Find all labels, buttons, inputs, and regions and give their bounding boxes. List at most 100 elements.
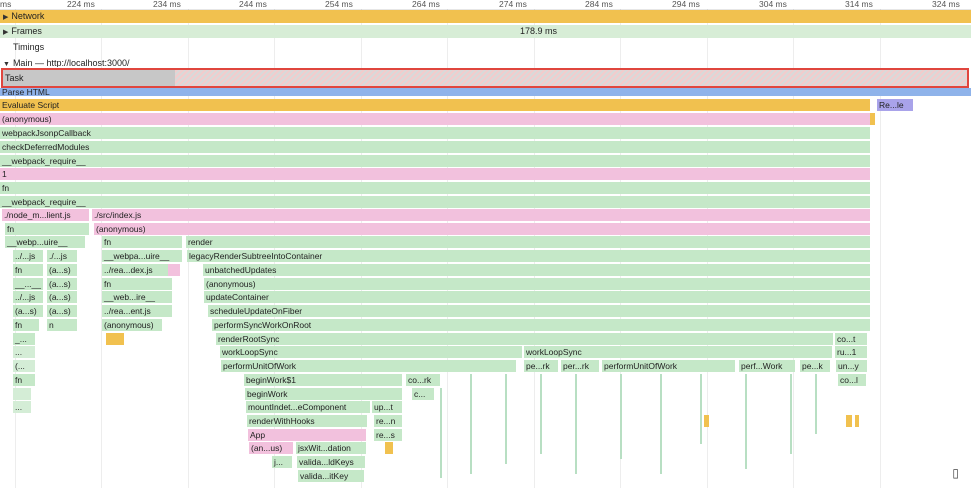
grid-line [361,9,362,488]
flame-c[interactable]: c... [412,388,434,400]
flame-small-yellow-5[interactable] [846,415,852,427]
flame-begin-work-2[interactable]: beginWork [245,388,402,400]
flame-perrk[interactable]: per...rk [561,360,599,372]
flame-small-yellow[interactable] [870,113,875,125]
flame-js-2[interactable]: ./...js [47,250,77,262]
flame-res[interactable]: re...s [374,429,402,441]
flame-render-root[interactable]: renderRootSync [216,333,833,345]
flame-dots-1[interactable]: __...__ [13,278,43,290]
flame-rea-dex[interactable]: ../rea...dex.js [102,264,168,276]
expand-triangle-icon[interactable]: ▶ [3,14,9,21]
flame-js-1[interactable]: ../...js [13,250,43,262]
flame-anonymous-3[interactable]: (anonymous) [204,278,870,290]
timings-label: Timings [13,42,45,52]
task-duration-fill [3,70,175,86]
flame-n[interactable]: n [47,319,77,331]
flame-stack-block[interactable] [13,388,31,400]
flame-begin-work-1[interactable]: beginWork$1 [244,374,402,386]
flame-uny[interactable]: un...y [836,360,867,372]
expand-triangle-icon[interactable]: ▶ [3,29,9,36]
flame-small-yellow-3[interactable] [385,442,393,454]
timings-track[interactable]: Timings [0,41,971,54]
flame-webpack-require-2[interactable]: __webpack_require__ [0,196,870,208]
flame-anonymous[interactable]: (anonymous) [0,113,870,125]
flame-as-2[interactable]: (a...s) [47,278,77,290]
flame-render[interactable]: render [186,236,870,248]
frames-track-label[interactable]: ▶ Frames [3,25,42,39]
flame-small-a[interactable]: _... [13,333,35,345]
main-track[interactable]: ▼ Main — http://localhost:3000/ [0,57,971,67]
main-track-label[interactable]: ▼ Main — http://localhost:3000/ [3,57,130,67]
flame-mount-indet[interactable]: mountIndet...eComponent [246,401,370,413]
ruler-tick: 234 ms [153,0,181,9]
flame-legacy-render[interactable]: legacyRenderSubtreeIntoContainer [187,250,870,262]
flame-dots-3[interactable]: ... [13,401,31,413]
flame-valid-1[interactable]: valida...ldKeys [297,456,365,468]
flame-js-3[interactable]: ../...js [13,291,43,303]
flame-rele[interactable]: Re...le [877,99,913,111]
flame-fn-2[interactable]: fn [5,223,89,235]
flame-webp-uire[interactable]: __webp...uire__ [5,236,85,248]
flame-stripe [505,374,507,464]
flame-webpa-uire[interactable]: __webpa...uire__ [102,250,182,262]
flame-as-4[interactable]: (a...s) [13,305,43,317]
flame-pek[interactable]: pe...k [800,360,830,372]
flame-unbatched[interactable]: unbatchedUpdates [203,264,870,276]
flame-small-yellow-4[interactable] [704,415,709,427]
task-bar-selected[interactable]: Task [1,68,969,88]
flame-evaluate-script[interactable]: Evaluate Script [0,99,870,111]
collapse-triangle-icon[interactable]: ▼ [3,61,10,67]
flame-j[interactable]: j... [272,456,292,468]
ruler-tick: 284 ms [585,0,613,9]
flame-anonymous-4[interactable]: (anonymous) [102,319,162,331]
flame-work-loop[interactable]: workLoopSync [220,346,522,358]
flame-ren[interactable]: re...n [374,415,402,427]
frames-track[interactable]: ▶ Frames 178.9 ms [0,25,971,38]
flame-fn[interactable]: fn [0,182,870,194]
flame-dots-2[interactable]: ... [13,346,35,358]
flame-small-yellow-6[interactable] [855,415,859,427]
flame-rea-ent[interactable]: ../rea...ent.js [102,305,172,317]
flame-app[interactable]: App [248,429,366,441]
flame-as-3[interactable]: (a...s) [47,291,77,303]
flame-small-pink[interactable] [168,264,180,276]
flame-as-5[interactable]: (a...s) [47,305,77,317]
flame-perform-unit-2[interactable]: performUnitOfWork [602,360,735,372]
flame-fn-4[interactable]: fn [13,264,43,276]
network-track[interactable]: ▶ Network [0,10,971,23]
flame-perform-unit[interactable]: performUnitOfWork [221,360,516,372]
flame-perf-work[interactable]: perf...Work [739,360,795,372]
flame-perk[interactable]: pe...rk [524,360,558,372]
network-track-label[interactable]: ▶ Network [3,10,44,24]
flame-webpack-require[interactable]: __webpack_require__ [0,155,870,167]
flame-jsxwit[interactable]: jsxWit...dation [296,442,366,454]
flame-cork[interactable]: co...rk [406,374,440,386]
flame-fn-5[interactable]: fn [102,278,172,290]
flame-work-loop-2[interactable]: workLoopSync [524,346,832,358]
flame-paren[interactable]: (... [13,360,35,372]
flame-valid-2[interactable]: valida...itKey [298,470,364,482]
flame-src-index[interactable]: ./src/index.js [92,209,870,221]
flame-node-m[interactable]: ./node_m...lient.js [2,209,89,221]
flame-update-container[interactable]: updateContainer [204,291,870,303]
flame-fn-3[interactable]: fn [102,236,182,248]
flame-as-1[interactable]: (a...s) [47,264,77,276]
flame-one[interactable]: 1 [0,168,870,180]
flame-fn-6[interactable]: fn [13,319,39,331]
flame-check-deferred[interactable]: checkDeferredModules [0,141,870,153]
flame-web-ire[interactable]: __web...ire__ [102,291,172,303]
flame-ru1[interactable]: ru...1 [835,346,867,358]
flame-col[interactable]: co...l [838,374,866,386]
flame-webpack-jsonp[interactable]: webpackJsonpCallback [0,127,870,139]
flame-render-hooks[interactable]: renderWithHooks [247,415,367,427]
flame-parse-html[interactable]: Parse HTML [0,88,971,96]
flame-fn-7[interactable]: fn [13,374,35,386]
flame-cot[interactable]: co...t [835,333,867,345]
record-icon[interactable]: ▯ [952,466,959,480]
flame-small-yellow-2[interactable] [106,333,124,345]
flame-anonymous-2[interactable]: (anonymous) [94,223,870,235]
flame-anus[interactable]: (an...us) [249,442,293,454]
flame-upt[interactable]: up...t [372,401,402,413]
flame-schedule-update[interactable]: scheduleUpdateOnFiber [208,305,870,317]
flame-perform-sync[interactable]: performSyncWorkOnRoot [212,319,870,331]
